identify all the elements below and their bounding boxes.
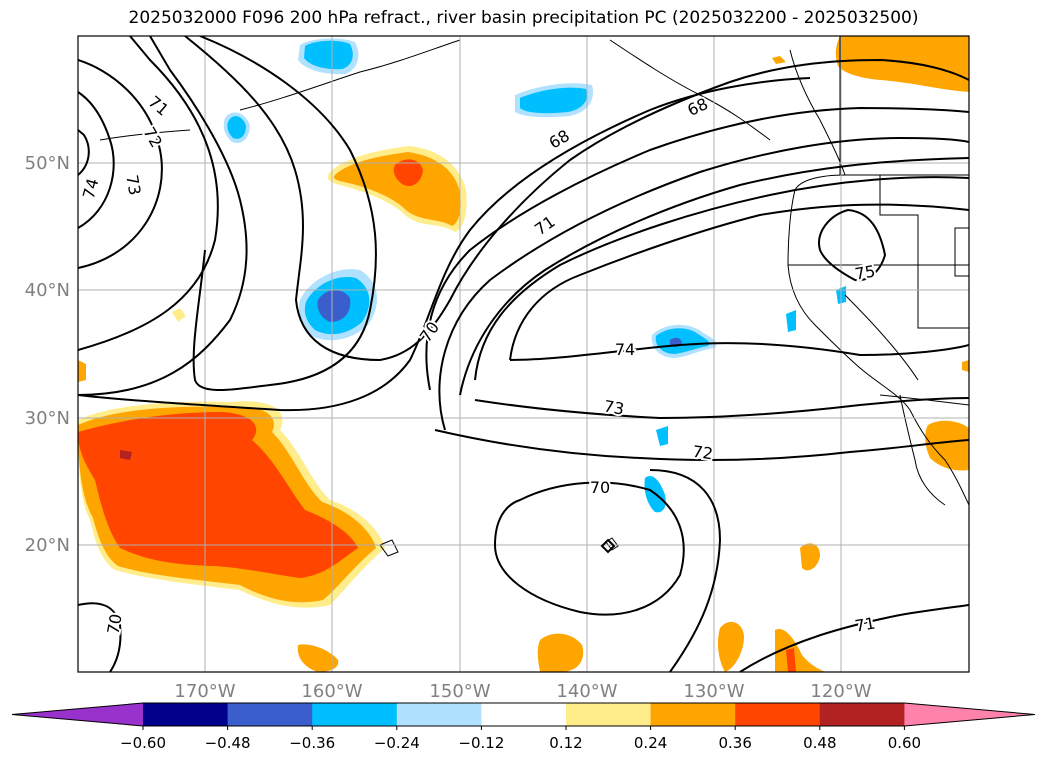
lon-label: 140°W <box>556 681 617 702</box>
colorbar-segment <box>396 703 482 726</box>
colorbar-segment <box>312 703 398 726</box>
positive-anomaly-region <box>925 420 969 471</box>
colorbar-tick-label: 0.48 <box>803 734 836 752</box>
strong-positive-region <box>393 159 423 187</box>
lon-label: 120°W <box>810 681 871 702</box>
contour-label: 70 <box>103 612 125 635</box>
colorbar-extend-high <box>904 703 1035 726</box>
negative-anomaly-region <box>655 328 710 354</box>
lon-label: 150°W <box>429 681 490 702</box>
strong-positive-region <box>786 648 796 672</box>
contour-label: 72 <box>139 124 166 151</box>
colorbar-tick-label: −0.36 <box>289 734 335 752</box>
colorbar-tick-label: −0.12 <box>458 734 504 752</box>
positive-anomaly-region <box>537 633 584 672</box>
colorbar-extend-low <box>12 703 143 726</box>
colorbar-tick-label: 0.12 <box>549 734 582 752</box>
longitude-labels: 170°W 160°W 150°W 140°W 130°W 120°W <box>174 681 871 702</box>
plot-frame <box>77 35 970 673</box>
positive-anomaly-region <box>962 360 969 372</box>
refractivity-contours <box>78 36 969 672</box>
contour-label: 68 <box>546 126 573 153</box>
negative-anomaly-region <box>304 40 353 70</box>
colorbar-segment <box>819 703 905 726</box>
map-title: 2025032000 F096 200 hPa refract., river … <box>128 8 919 28</box>
lon-label: 130°W <box>683 681 744 702</box>
strong-positive-region <box>78 412 358 578</box>
contour-label: 71 <box>145 92 173 120</box>
colorbar-segment <box>650 703 736 726</box>
lat-label: 30°N <box>25 408 70 429</box>
lon-label: 160°W <box>301 681 362 702</box>
colorbar-segment <box>735 703 821 726</box>
colorbar-tick-label: −0.60 <box>120 734 166 752</box>
contour-label: 71 <box>531 212 559 239</box>
contour-label: 71 <box>853 613 876 635</box>
negative-anomaly-region <box>656 426 668 446</box>
colorbar-segment <box>227 703 313 726</box>
latitude-labels: 50°N 40°N 30°N 20°N <box>25 153 70 556</box>
contour-label: 72 <box>691 442 714 464</box>
lon-label: 170°W <box>174 681 235 702</box>
colorbar-tick-label: −0.48 <box>205 734 251 752</box>
colorbar-segment <box>481 703 567 726</box>
positive-anomaly-region <box>297 644 339 672</box>
contour-label: 74 <box>615 340 635 359</box>
negative-anomaly-region <box>227 116 246 139</box>
positive-anomaly-region <box>717 621 744 672</box>
lat-label: 40°N <box>25 280 70 301</box>
contour-label: 70 <box>590 478 610 497</box>
plot-area <box>78 36 969 672</box>
positive-anomaly-region <box>835 36 969 92</box>
lat-label: 50°N <box>25 153 70 174</box>
very-strong-region <box>120 450 132 460</box>
strong-negative-region <box>317 289 351 322</box>
positive-anomaly-region <box>334 152 461 226</box>
contour-label: 73 <box>122 173 144 196</box>
lat-label: 20°N <box>25 535 70 556</box>
positive-anomaly-region <box>800 543 820 571</box>
negative-anomaly-region <box>786 310 796 332</box>
contour-label: 73 <box>602 396 625 418</box>
contour-label: 74 <box>79 176 103 201</box>
positive-anomaly-region <box>78 360 86 382</box>
colorbar-segment <box>143 703 229 726</box>
negative-anomaly-region <box>520 87 588 114</box>
colorbar: −0.60 −0.48 −0.36 −0.24 −0.12 0.12 0.24 0.36 0.4… <box>11 702 1036 752</box>
colorbar-tick-label: 0.60 <box>888 734 921 752</box>
colorbar-tick-label: 0.24 <box>634 734 667 752</box>
colorbar-tick-label: 0.36 <box>718 734 751 752</box>
contour-label: 75 <box>853 261 876 283</box>
colorbar-tick-label: −0.24 <box>374 734 420 752</box>
positive-anomaly-region <box>172 308 186 322</box>
colorbar-segment <box>566 703 652 726</box>
positive-anomaly-region <box>772 56 786 64</box>
precip-shading <box>78 36 969 672</box>
